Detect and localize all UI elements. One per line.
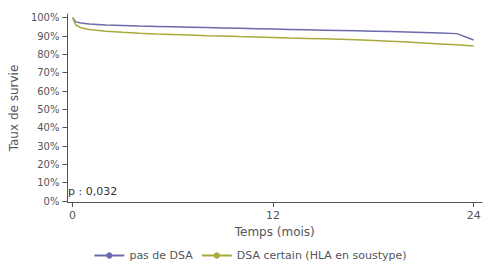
svg-text:80%: 80% xyxy=(37,49,59,60)
svg-text:10%: 10% xyxy=(37,177,59,188)
svg-text:30%: 30% xyxy=(37,141,59,152)
svg-text:50%: 50% xyxy=(37,104,59,115)
svg-text:20%: 20% xyxy=(37,159,59,170)
svg-text:60%: 60% xyxy=(37,86,59,97)
svg-text:0: 0 xyxy=(69,209,76,222)
svg-text:Temps (mois): Temps (mois) xyxy=(234,225,315,239)
svg-text:70%: 70% xyxy=(37,67,59,78)
svg-text:p : 0,032: p : 0,032 xyxy=(68,185,117,198)
svg-text:pas de DSA: pas de DSA xyxy=(129,249,193,262)
svg-text:90%: 90% xyxy=(37,31,59,42)
svg-text:100%: 100% xyxy=(31,12,60,23)
svg-text:DSA certain (HLA en soustype): DSA certain (HLA en soustype) xyxy=(237,249,407,262)
svg-text:12: 12 xyxy=(266,209,280,222)
svg-text:Taux de survie: Taux de survie xyxy=(7,65,21,153)
svg-text:40%: 40% xyxy=(37,122,59,133)
svg-text:0%: 0% xyxy=(44,196,60,207)
svg-text:24: 24 xyxy=(467,209,481,222)
